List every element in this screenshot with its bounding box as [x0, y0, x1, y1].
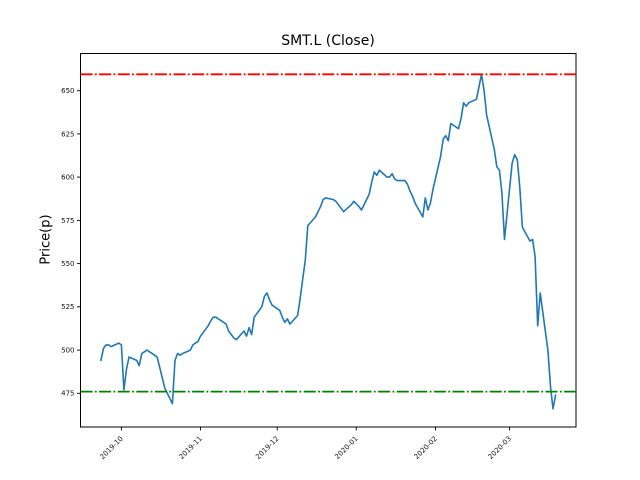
- y-tick-label: 475: [61, 390, 74, 398]
- y-axis: 475 500 525 550 575 600 625 650: [61, 87, 81, 398]
- y-tick-label: 600: [61, 174, 74, 182]
- plot-border: [80, 53, 577, 428]
- x-tick-label: 2019-11: [178, 435, 204, 461]
- x-axis: 2019-10 2019-11 2019-12 2020-01 2020-02 2020-…: [98, 427, 513, 461]
- y-tick-label: 525: [61, 303, 74, 311]
- chart-title: SMT.L (Close): [281, 33, 375, 49]
- x-tick-label: 2020-01: [333, 435, 359, 461]
- y-tick-label: 575: [61, 217, 74, 225]
- price-line: [100, 73, 557, 410]
- x-tick-label: 2020-02: [413, 435, 439, 461]
- x-tick-label: 2019-10: [98, 435, 124, 461]
- x-tick-label: 2019-12: [254, 435, 280, 461]
- y-tick-label: 550: [61, 260, 74, 268]
- y-tick-label: 625: [61, 130, 74, 138]
- y-tick-label: 500: [61, 347, 74, 355]
- x-tick-label: 2020-03: [487, 435, 513, 461]
- y-tick-label: 650: [61, 87, 74, 95]
